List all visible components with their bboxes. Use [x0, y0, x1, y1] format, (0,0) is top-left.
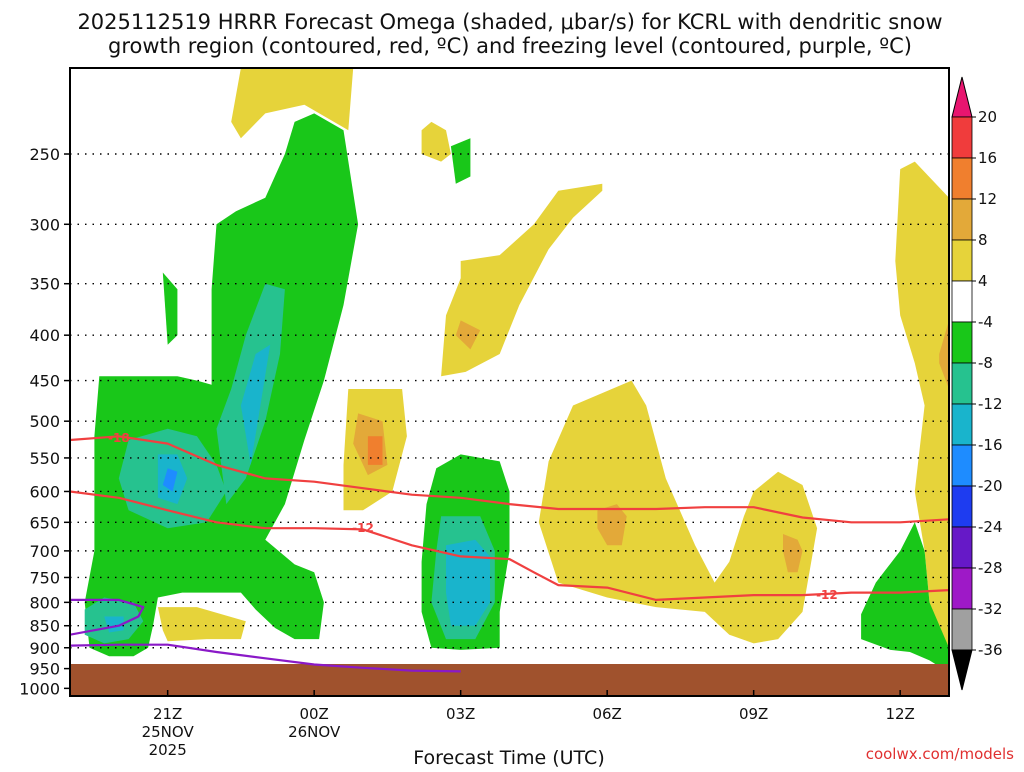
- pressure-axis: 250 300 350 400 450 500 550 600 650 700 750 800 850 9…: [19, 145, 70, 698]
- contour-label: -12: [816, 588, 838, 602]
- omega-region-8: [597, 504, 627, 546]
- credit-text: coolwx.com/models: [866, 745, 1014, 763]
- colorbar-segment: [951, 198, 973, 241]
- ground-surface: [70, 664, 949, 696]
- colorbar-label: 4: [978, 272, 988, 290]
- omega-region-neg8: [84, 113, 359, 657]
- y-tick-label: 400: [29, 326, 60, 345]
- omega-region-4: [538, 380, 818, 644]
- dgz-contour-0: [70, 435, 949, 524]
- omega-region-neg8: [450, 138, 471, 184]
- omega-region-neg8: [162, 272, 178, 345]
- x-tick-label: 06Z: [592, 705, 621, 723]
- colorbar-segment: [951, 116, 973, 159]
- colorbar-label: -4: [978, 313, 993, 331]
- y-tick-label: 800: [29, 593, 60, 612]
- colorbar-label: -28: [978, 559, 1003, 577]
- x-tick-label: 00Z: [299, 705, 328, 723]
- colorbar-label: -8: [978, 354, 993, 372]
- colorbar-label: -24: [978, 518, 1003, 536]
- omega-region-4: [231, 68, 354, 139]
- colorbar-label: 8: [978, 231, 988, 249]
- omega-region-8: [783, 534, 803, 573]
- omega-region-4: [421, 121, 451, 162]
- colorbar-segment: [951, 280, 973, 323]
- x-tick-label: 21Z: [153, 705, 182, 723]
- chart-title-line-1: 2025112519 HRRR Forecast Omega (shaded, …: [77, 10, 942, 34]
- colorbar-label: -36: [978, 641, 1003, 659]
- colorbar-label: 20: [978, 108, 997, 126]
- omega-shading-layer: [84, 68, 949, 673]
- contour-label: -18: [108, 431, 130, 445]
- colorbar-segment: [951, 485, 973, 528]
- colorbar-top-arrow: [951, 76, 973, 118]
- y-tick-label: 1000: [19, 679, 60, 698]
- x-tick-label: 2025: [149, 741, 187, 759]
- omega-region-neg8: [861, 522, 949, 673]
- y-tick-label: 950: [29, 660, 60, 679]
- omega-colorbar: 20 16 12 8 4 -4 -8 -12 -16 -20 -24 -28 -32 -36: [951, 76, 1003, 691]
- y-tick-label: 550: [29, 449, 60, 468]
- chart-title-line-2: growth region (contoured, red, ºC) and f…: [108, 34, 912, 58]
- y-tick-label: 500: [29, 412, 60, 431]
- y-tick-label: 750: [29, 568, 60, 587]
- omega-region-4: [441, 183, 603, 377]
- omega-region-neg16: [240, 344, 271, 465]
- omega-region-12: [367, 436, 383, 465]
- dgz-contour-1: [70, 490, 949, 602]
- x-tick-label: 09Z: [739, 705, 768, 723]
- colorbar-segment: [951, 362, 973, 405]
- freezing-contour-1: [70, 643, 461, 673]
- contour-label: -12: [352, 521, 374, 535]
- colorbar-segment: [951, 239, 973, 282]
- x-tick-label: 26NOV: [288, 723, 341, 741]
- omega-region-neg16: [446, 539, 490, 626]
- temperature-contours: -18 -12 -12: [70, 431, 949, 673]
- y-tick-label: 450: [29, 372, 60, 391]
- colorbar-segment: [951, 157, 973, 200]
- colorbar-segment: [951, 526, 973, 569]
- colorbar-label: 16: [978, 149, 997, 167]
- x-tick-label: 12Z: [885, 705, 914, 723]
- y-tick-label: 650: [29, 513, 60, 532]
- y-tick-label: 900: [29, 639, 60, 658]
- colorbar-label: -12: [978, 395, 1003, 413]
- colorbar-segment: [951, 567, 973, 610]
- colorbar-label: -16: [978, 436, 1003, 454]
- colorbar-segment: [951, 608, 973, 651]
- omega-region-8: [939, 320, 949, 389]
- colorbar-bottom-arrow: [951, 649, 973, 691]
- freezing-contour-0: [70, 598, 145, 636]
- colorbar-label: -20: [978, 477, 1003, 495]
- y-tick-label: 700: [29, 542, 60, 561]
- colorbar-label: -32: [978, 600, 1003, 618]
- colorbar-label: 12: [978, 190, 997, 208]
- y-tick-label: 300: [29, 215, 60, 234]
- colorbar-segment: [951, 444, 973, 487]
- plot-frame: [69, 67, 950, 697]
- x-tick-label: 25NOV: [142, 723, 195, 741]
- y-tick-label: 350: [29, 275, 60, 294]
- omega-region-neg20: [162, 468, 178, 492]
- colorbar-segment: [951, 321, 973, 364]
- y-tick-label: 850: [29, 617, 60, 636]
- x-axis-label: Forecast Time (UTC): [413, 747, 604, 768]
- y-tick-label: 600: [29, 482, 60, 501]
- y-tick-label: 250: [29, 145, 60, 164]
- omega-region-4: [895, 161, 949, 669]
- omega-region-4: [157, 607, 246, 642]
- x-tick-label: 03Z: [446, 705, 475, 723]
- colorbar-segment: [951, 403, 973, 446]
